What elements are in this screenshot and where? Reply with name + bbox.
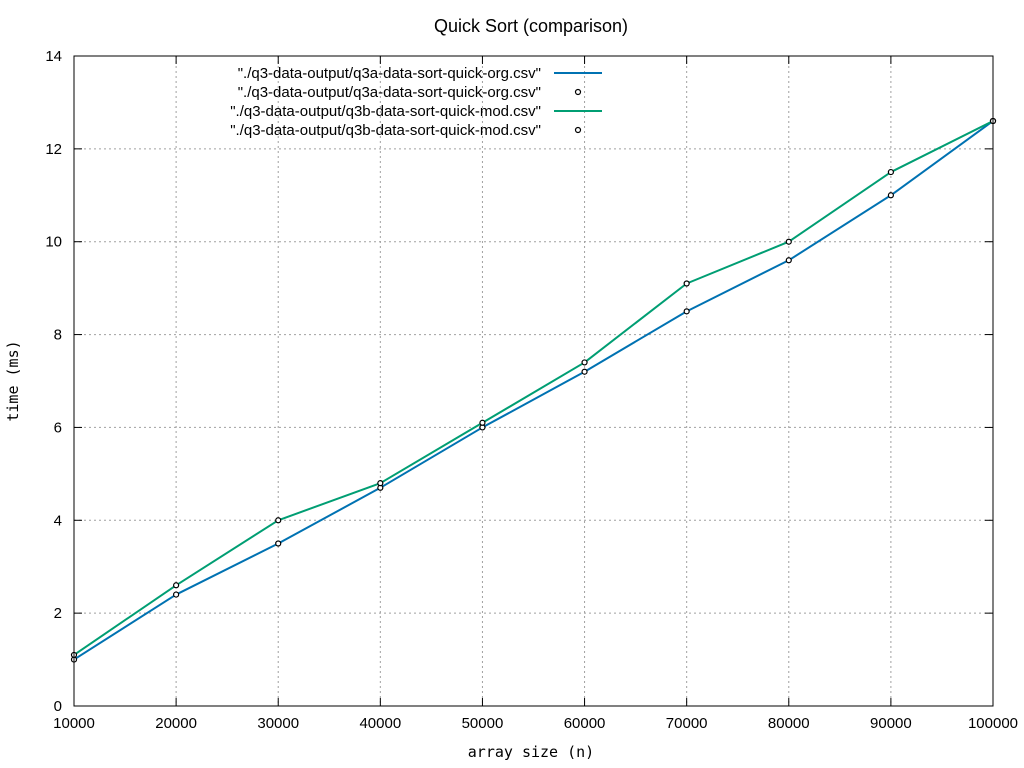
data-point-3 <box>683 280 690 287</box>
data-point-1 <box>785 257 792 264</box>
x-tick-label: 100000 <box>968 715 1018 732</box>
y-tick-label: 10 <box>45 234 62 251</box>
chart-title: Quick Sort (comparison) <box>434 16 628 36</box>
x-tick-label: 70000 <box>666 715 708 732</box>
y-tick-label: 2 <box>54 605 62 622</box>
data-point-3 <box>173 582 180 589</box>
data-point-1 <box>275 540 282 547</box>
y-tick-labels: 0 2 4 6 8 10 12 14 <box>45 48 62 715</box>
legend-label: "./q3-data-output/q3a-data-sort-quick-or… <box>238 65 541 82</box>
legend-label: "./q3-data-output/q3a-data-sort-quick-or… <box>238 84 541 101</box>
data-point-3 <box>887 168 894 176</box>
x-axis-label: array size (n) <box>468 743 594 761</box>
data-point-1 <box>887 192 894 199</box>
data-point-3 <box>785 238 792 245</box>
grid <box>73 55 994 707</box>
x-tick-labels: 10000 20000 30000 40000 50000 60000 70000 80000… <box>53 715 1018 732</box>
y-tick-label: 4 <box>54 512 62 529</box>
y-tick-label: 12 <box>45 141 62 158</box>
y-tick-label: 0 <box>54 698 62 715</box>
data-point-1 <box>173 591 180 598</box>
x-tick-label: 40000 <box>359 715 401 732</box>
plot-area <box>70 117 997 663</box>
legend: "./q3-data-output/q3a-data-sort-quick-or… <box>230 65 602 139</box>
x-tick-label: 60000 <box>564 715 606 732</box>
legend-label: "./q3-data-output/q3b-data-sort-quick-mo… <box>230 122 541 139</box>
x-tick-label: 30000 <box>257 715 299 732</box>
x-tick-label: 10000 <box>53 715 95 732</box>
y-tick-label: 8 <box>54 327 62 344</box>
data-point-1 <box>581 368 588 375</box>
data-point-1 <box>683 308 690 315</box>
data-point-3 <box>581 359 588 366</box>
data-point-3 <box>377 480 384 487</box>
x-tick-label: 80000 <box>768 715 810 732</box>
legend-swatch-point <box>574 88 582 96</box>
legend-label: "./q3-data-output/q3b-data-sort-quick-mo… <box>230 103 541 120</box>
y-axis-label: time (ms) <box>4 340 22 421</box>
x-tick-label: 50000 <box>462 715 504 732</box>
series-line-0 <box>73 120 994 661</box>
data-point-3 <box>275 517 282 524</box>
y-tick-label: 14 <box>45 48 62 65</box>
x-tick-label: 90000 <box>870 715 912 732</box>
y-tick-label: 6 <box>54 419 62 436</box>
data-point-3 <box>479 419 486 426</box>
x-tick-label: 20000 <box>155 715 197 732</box>
legend-swatch-point <box>574 126 582 134</box>
plot-border <box>73 55 994 707</box>
series-line-2 <box>73 120 994 656</box>
